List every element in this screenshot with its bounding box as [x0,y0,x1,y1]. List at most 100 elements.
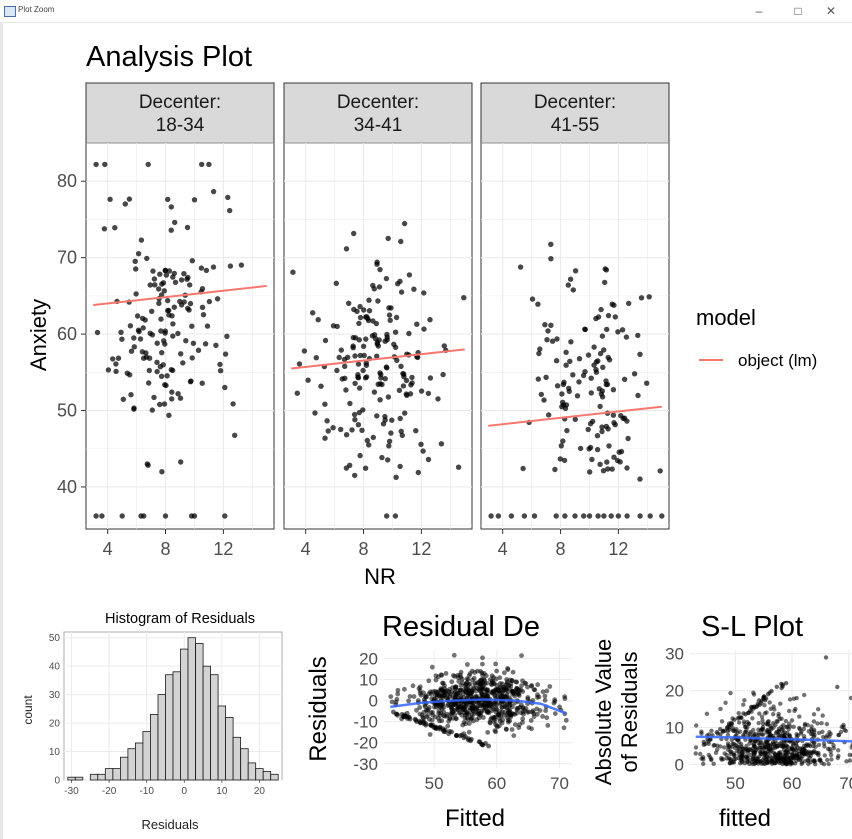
y-tick-label: 30 [49,690,61,701]
data-point [831,743,836,748]
facet-strip-label: Decenter: [534,92,616,113]
data-point [398,428,404,434]
data-point [816,730,822,736]
y-tick-label: 0 [369,692,378,711]
data-point [432,692,438,698]
data-point [198,265,205,271]
data-point [595,358,601,364]
data-point [816,707,821,712]
data-point [386,312,393,318]
hist-bar [255,768,264,781]
data-point [512,722,518,727]
data-point [374,353,380,359]
data-point [572,416,578,422]
data-point [370,434,376,441]
data-point [191,197,198,203]
data-point [428,710,434,715]
x-tick-label: 60 [783,774,802,793]
data-point [459,676,465,682]
hist-bar [127,748,136,781]
data-point [360,343,367,349]
legend-title: model [696,305,756,330]
data-point [495,513,502,519]
data-point [701,739,706,745]
data-point [461,719,467,725]
facet-strip [283,82,473,144]
data-point [521,513,528,519]
data-point [363,360,369,366]
data-point [576,379,582,385]
data-point [476,699,482,705]
data-point [778,750,783,755]
data-point [206,298,213,305]
data-point [414,321,420,327]
data-point [825,733,830,738]
hist-bar [142,731,151,781]
residual-panel: -30 -20 -10 0 10 20 50 60 70 [353,649,572,793]
data-point [469,668,475,674]
hist-bar [187,637,196,781]
data-point [290,269,296,275]
data-point [847,752,852,758]
data-point [498,694,503,700]
data-point [602,279,608,286]
data-point [465,677,471,683]
minimize-button[interactable]: – [755,4,763,18]
data-point [139,315,146,322]
data-point [564,427,570,434]
data-point [178,277,185,283]
data-point [783,681,789,686]
data-point [759,751,765,757]
data-point [417,711,423,717]
data-point [398,289,405,295]
data-point [347,462,353,468]
x-tick-label: 8 [161,539,171,559]
data-point [543,708,548,714]
data-point [611,420,617,426]
data-point [762,761,768,767]
facet-panel-bg [283,142,473,530]
data-point [352,380,358,387]
data-point [432,688,438,694]
data-point [781,740,787,745]
data-point [828,752,834,758]
data-point [343,387,349,393]
data-point [562,513,568,519]
data-point [610,412,617,418]
data-point [389,699,395,705]
data-point [99,513,105,519]
data-point [779,681,784,687]
resid-title-clip [580,600,590,645]
x-tick-label: 4 [301,539,311,559]
histogram-panel: 0 10 20 30 40 50 -30 -20 -10 0 10 20 [49,631,283,797]
data-point [356,337,362,343]
data-point [391,341,397,347]
data-point [356,385,363,391]
data-point [727,761,733,766]
close-button[interactable]: ✕ [825,4,837,18]
y-tick-label: 10 [49,747,61,758]
facet-panel-bg [480,142,670,530]
data-point [342,375,348,381]
data-point [514,706,520,711]
data-point [415,469,421,476]
data-point [600,364,606,370]
data-point [826,761,831,767]
x-tick-label: 12 [608,539,628,559]
data-point [811,740,816,745]
y-tick-label: 80 [57,171,77,191]
hist-bar [67,776,76,781]
data-point [514,710,519,716]
data-point [388,694,394,699]
data-point [225,194,231,201]
data-point [186,307,192,313]
data-point [820,713,825,718]
data-point [449,679,455,685]
data-point [452,708,457,713]
data-point [425,707,431,712]
data-point [363,374,370,380]
data-point [386,443,392,449]
data-point [567,358,573,364]
data-point [439,706,445,711]
maximize-button[interactable]: □ [794,4,802,18]
